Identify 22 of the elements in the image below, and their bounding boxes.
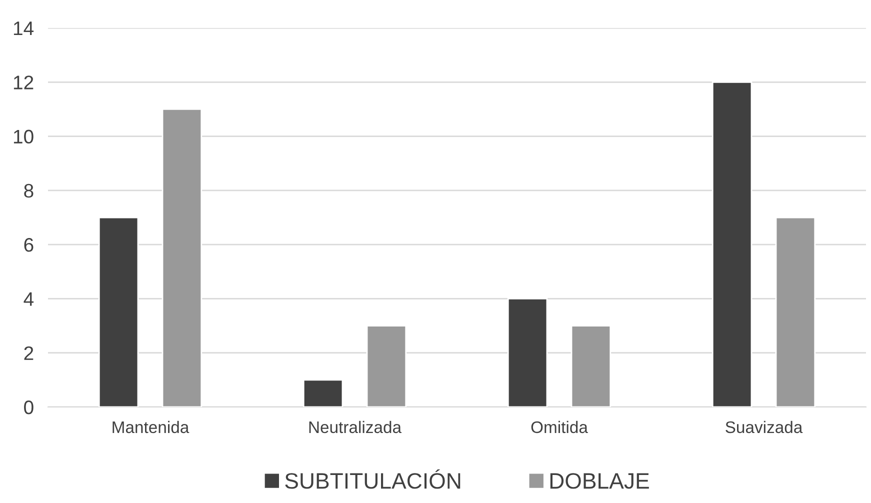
bar (570, 325, 612, 407)
bar (366, 325, 407, 407)
bar (302, 379, 344, 407)
y-tick-label: 8 (24, 184, 34, 198)
bar (507, 298, 548, 407)
bar (775, 216, 816, 407)
y-tick-label: 6 (24, 238, 34, 252)
bar (98, 216, 139, 407)
y-tick-label: 4 (24, 292, 34, 306)
x-tick-label: Suavizada (726, 420, 803, 434)
y-tick-label: 14 (14, 22, 34, 36)
bar (712, 81, 752, 407)
y-tick-label: 0 (24, 400, 34, 414)
bar (162, 108, 202, 407)
y-tick-label: 10 (14, 130, 34, 144)
x-tick-label: Mantenida (112, 420, 190, 434)
legend-label: SUBTITULACIÓN (285, 469, 460, 489)
y-tick-label: 2 (24, 346, 34, 360)
legend-label: DOBLAJE (550, 473, 649, 489)
y-tick-label: 12 (14, 76, 34, 90)
x-tick-label: Omitida (531, 420, 588, 434)
x-tick-label: Neutralizada (309, 420, 402, 434)
